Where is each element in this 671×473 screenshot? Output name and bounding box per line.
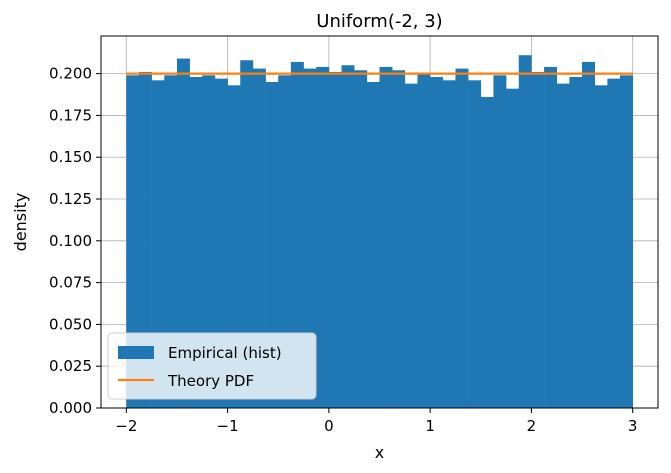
x-axis-label: x — [375, 443, 384, 462]
plot-frame — [100, 35, 659, 409]
y-tick-label: 0.075 — [49, 274, 92, 292]
histogram-bar — [493, 75, 507, 408]
x-tick-label: 1 — [425, 417, 435, 435]
histogram-bar — [506, 88, 520, 409]
x-tick-label: −2 — [115, 417, 137, 435]
histogram-bar — [176, 58, 190, 408]
x-tick-label: 2 — [527, 417, 537, 435]
y-tick-label: 0.025 — [49, 357, 92, 375]
histogram-bar — [556, 83, 570, 408]
histogram-bar — [341, 65, 355, 409]
y-tick-label: 0.150 — [49, 148, 92, 166]
histogram-bar — [227, 85, 241, 408]
histogram-bar — [468, 80, 482, 409]
histogram-bars — [126, 55, 633, 409]
histogram-bar — [417, 73, 431, 408]
legend-label-histogram: Empirical (hist) — [168, 344, 282, 362]
histogram-bar — [480, 97, 494, 408]
legend: Empirical (hist) Theory PDF — [107, 332, 317, 400]
chart-title: Uniform(-2, 3) — [316, 11, 442, 32]
y-tick-label: 0.000 — [49, 399, 92, 417]
histogram-bar — [290, 61, 304, 408]
y-tick-label: 0.050 — [49, 315, 92, 333]
histogram-bar — [442, 80, 456, 409]
histogram-bar — [126, 75, 140, 408]
histogram-bar — [518, 55, 532, 409]
histogram-bar — [214, 78, 228, 409]
legend-swatch-histogram — [118, 346, 154, 359]
histogram-bar — [455, 68, 469, 409]
histogram-bar — [164, 75, 178, 408]
histogram-bar — [620, 75, 633, 408]
histogram-bar — [252, 68, 266, 409]
y-tick-label: 0.100 — [49, 232, 92, 250]
histogram-bar — [202, 75, 216, 408]
y-axis-ticks: 0.000 0.025 0.050 0.075 0.100 0.125 0.150 0.175… — [49, 65, 101, 417]
histogram-bar — [328, 71, 342, 408]
histogram-bar — [303, 68, 317, 409]
histogram-bar — [240, 60, 254, 408]
legend-box — [107, 332, 317, 400]
y-axis-label: density — [11, 193, 30, 252]
y-tick-label: 0.125 — [49, 190, 92, 208]
histogram-bar — [366, 81, 380, 408]
histogram-bar — [278, 75, 292, 408]
x-axis-ticks: −2 −1 0 1 2 3 — [115, 408, 637, 435]
histogram-bar — [594, 85, 608, 408]
y-tick-label: 0.200 — [49, 65, 92, 83]
histogram-bar — [544, 66, 558, 409]
histogram-bar — [430, 76, 444, 409]
histogram-bar — [354, 70, 368, 408]
x-tick-label: −1 — [217, 417, 239, 435]
histogram-bar — [189, 76, 203, 409]
histogram-bar — [404, 83, 418, 408]
histogram-bar — [392, 70, 406, 408]
y-tick-label: 0.175 — [49, 106, 92, 124]
histogram-bar — [151, 80, 165, 409]
histogram-bar — [379, 66, 393, 409]
histogram-bar — [607, 78, 621, 409]
histogram-bar — [569, 76, 583, 409]
histogram-bar — [265, 81, 279, 408]
histogram-bar — [531, 71, 545, 408]
histogram-bar — [582, 61, 596, 408]
histogram-bar — [138, 71, 152, 408]
x-tick-label: 0 — [324, 417, 334, 435]
histogram-bar — [316, 66, 330, 409]
legend-label-theory-pdf: Theory PDF — [167, 372, 254, 390]
x-tick-label: 3 — [628, 417, 638, 435]
